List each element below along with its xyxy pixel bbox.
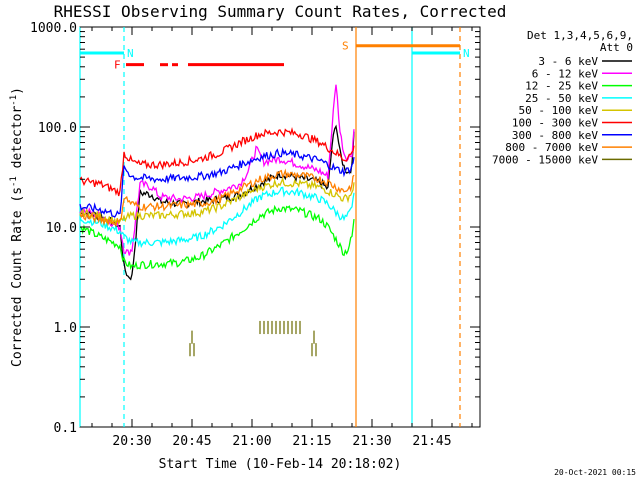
legend-label: 100 - 300 keV	[512, 117, 598, 130]
flag-label: S	[342, 40, 349, 53]
chart-title: RHESSI Observing Summary Count Rates, Co…	[54, 2, 507, 21]
legend-label: 300 - 800 keV	[512, 129, 598, 142]
x-tick-label: 21:15	[292, 434, 331, 449]
y-axis-label: Corrected Count Rate (s-1 detector-1)	[9, 87, 25, 367]
flag-label: N	[127, 47, 134, 60]
x-tick-label: 20:45	[172, 434, 211, 449]
y-axis-label-superscript: -1	[9, 176, 19, 187]
series-line	[79, 126, 355, 197]
flag-label: N	[463, 47, 470, 60]
legend-label: 3 - 6 keV	[538, 55, 598, 68]
y-axis-label-middle: detector	[10, 106, 25, 177]
legend-label: 12 - 25 keV	[525, 80, 598, 93]
legend-label: 25 - 50 keV	[525, 92, 598, 105]
vertical-marker-lines	[79, 27, 461, 427]
y-tick-label: 0.1	[54, 421, 77, 436]
series-lines	[79, 84, 355, 357]
series-line	[79, 204, 355, 271]
series-line	[79, 147, 355, 218]
legend-header-attenuator: Att 0	[600, 41, 633, 54]
series-line	[79, 84, 355, 256]
x-tick-label: 20:30	[112, 434, 151, 449]
observing-flags: N NFS	[80, 40, 470, 72]
series-line	[79, 176, 355, 227]
legend-label: 7000 - 15000 keV	[492, 153, 598, 166]
x-tick-label: 21:45	[412, 434, 451, 449]
y-axis-ticks: 0.1 1.0 10.0 100.0 1000.0	[30, 21, 480, 436]
y-axis-label-main: Corrected Count Rate (s	[10, 187, 25, 367]
y-tick-label: 100.0	[38, 121, 77, 136]
plot-frame	[79, 26, 481, 428]
legend-label: 800 - 7000 keV	[505, 141, 598, 154]
x-axis-ticks: 20:30 20:45 21:00 21:15 21:30 21:45	[91, 27, 473, 449]
x-tick-label: 21:30	[352, 434, 391, 449]
y-axis-label-end: )	[10, 87, 25, 95]
y-tick-label: 1000.0	[30, 21, 77, 36]
series-line	[79, 168, 355, 227]
x-axis-label: Start Time (10-Feb-14 20:18:02)	[159, 457, 402, 472]
legend-label: 6 - 12 keV	[532, 67, 599, 80]
flag-label: F	[114, 59, 121, 72]
y-tick-label: 10.0	[46, 221, 77, 236]
legend-label: 50 - 100 keV	[519, 104, 599, 117]
y-tick-label: 1.0	[54, 321, 77, 336]
legend-header-detectors: Det 1,3,4,5,6,9,	[527, 29, 633, 42]
footer-timestamp: 20-Oct-2021 00:15	[554, 468, 636, 477]
x-tick-label: 21:00	[232, 434, 271, 449]
y-axis-label-superscript-2: -1	[9, 95, 19, 106]
series-line	[79, 186, 355, 249]
